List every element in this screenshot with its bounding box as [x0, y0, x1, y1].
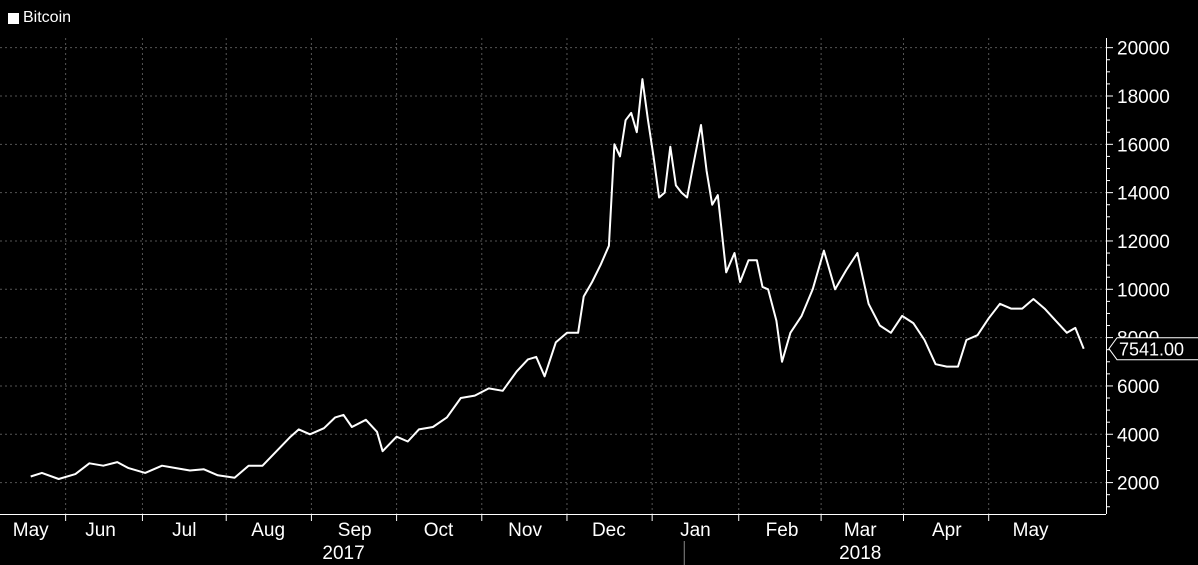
x-month-label: Sep: [338, 520, 372, 541]
y-tick-label: 14000: [1117, 184, 1170, 205]
last-value-label: 7541.00: [1119, 340, 1184, 360]
last-value-tag: [1108, 337, 1198, 361]
y-tick-label: 10000: [1117, 280, 1170, 301]
y-tick-label: 2000: [1117, 474, 1159, 495]
last-value-marker: 7541.00: [1108, 337, 1198, 361]
y-tick-label: 6000: [1117, 377, 1159, 398]
x-month-label: Mar: [844, 520, 877, 541]
y-axis: 2000400060008000100001200014000160001800…: [1106, 38, 1170, 514]
x-month-label: Nov: [508, 520, 542, 541]
x-month-label: Dec: [592, 520, 626, 541]
bitcoin-series-line: [30, 78, 1085, 480]
x-month-label: Apr: [932, 520, 962, 541]
x-month-label: Jul: [172, 520, 196, 541]
x-month-label: Jan: [680, 520, 711, 541]
y-tick-label: 18000: [1117, 87, 1170, 108]
x-month-label: Feb: [766, 520, 799, 541]
y-tick-label: 4000: [1117, 425, 1159, 446]
grid: [0, 38, 1106, 514]
y-tick-label: 12000: [1117, 232, 1170, 253]
y-tick-label: 16000: [1117, 135, 1170, 156]
x-month-label: Aug: [251, 520, 285, 541]
y-tick-label: 20000: [1117, 39, 1170, 60]
x-axis: May Jun Jul Aug Sep Oct Nov Dec Jan Feb Mar Apr May 2…: [0, 514, 1106, 565]
legend-label: Bitcoin: [23, 9, 72, 26]
x-year-label: 2017: [322, 543, 364, 564]
x-month-label: Jun: [85, 520, 116, 541]
x-month-label: May: [13, 520, 49, 541]
legend-swatch: [8, 12, 19, 24]
x-month-label: May: [1013, 520, 1049, 541]
x-month-label: Oct: [424, 520, 454, 541]
legend: Bitcoin: [8, 9, 71, 27]
x-year-label: 2018: [839, 543, 881, 564]
